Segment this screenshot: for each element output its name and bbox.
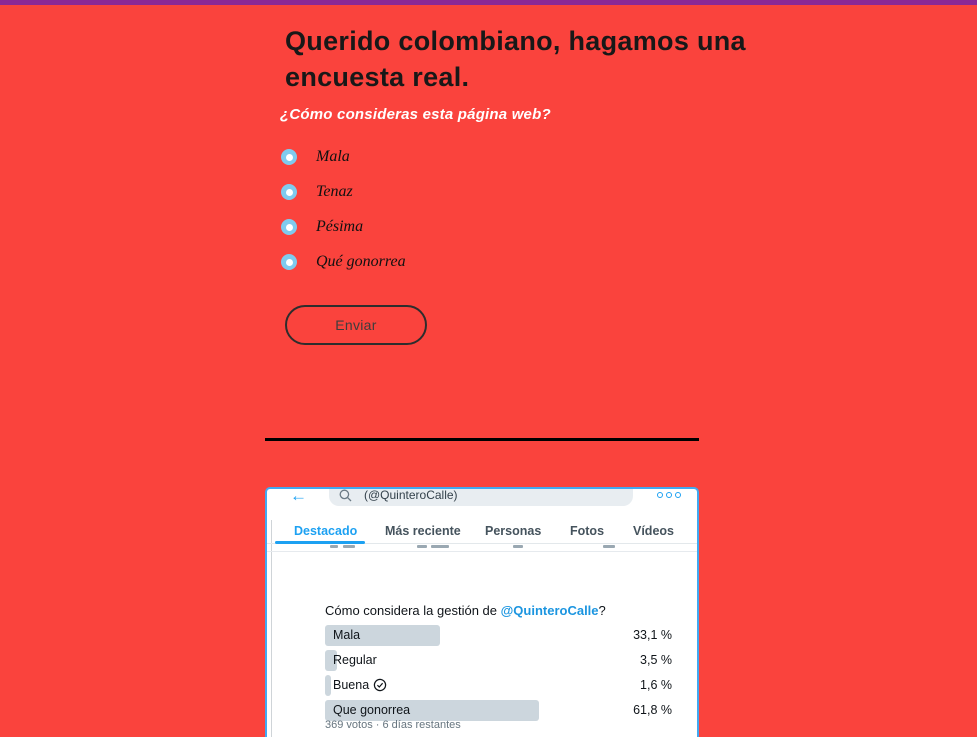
radio-option-pesima[interactable]: Pésima — [281, 218, 363, 236]
tab-videos: Vídeos — [633, 524, 674, 538]
poll-option-text: Buena — [333, 678, 370, 692]
like-icon — [513, 545, 523, 548]
survey-question: ¿Cómo consideras esta página web? — [280, 106, 551, 123]
twitter-screenshot-embed: ← (@QuinteroCalle) Destacado Más recient… — [265, 487, 699, 737]
poll-option-label: Buena — [333, 678, 387, 692]
radio-option-mala[interactable]: Mala — [281, 148, 350, 166]
radio-icon[interactable] — [281, 219, 297, 235]
submit-button[interactable]: Enviar — [285, 305, 427, 345]
poll-row-buena: Buena 1,6 % — [325, 675, 672, 696]
reply-icon — [330, 545, 338, 548]
clipped-tweet-actions — [267, 545, 691, 549]
retweet-icon — [417, 545, 427, 548]
poll-option-label: Mala — [333, 628, 361, 642]
poll-row-mala: Mala 33,1 % — [325, 625, 672, 646]
section-divider — [265, 438, 699, 441]
active-tab-underline — [275, 541, 365, 544]
poll-bar — [325, 700, 540, 721]
radio-label[interactable]: Mala — [316, 148, 350, 165]
tab-mas-reciente: Más reciente — [385, 524, 461, 538]
poll-results: Mala 33,1 % Regular 3,5 % Buena 1,6 % Qu… — [325, 625, 672, 725]
poll-option-percent: 33,1 % — [633, 628, 672, 642]
screenshot-edge-line — [271, 520, 272, 737]
radio-label[interactable]: Tenaz — [316, 183, 353, 200]
poll-question: Cómo considera la gestión de @QuinteroCa… — [325, 603, 606, 618]
search-icon — [339, 489, 352, 507]
voted-check-icon — [373, 678, 387, 692]
poll-question-mark: ? — [598, 603, 606, 618]
poll-question-handle: @QuinteroCalle — [500, 603, 599, 618]
search-value: (@QuinteroCalle) — [364, 488, 458, 502]
radio-option-que-gonorrea[interactable]: Qué gonorrea — [281, 253, 406, 271]
radio-icon[interactable] — [281, 254, 297, 270]
radio-icon[interactable] — [281, 184, 297, 200]
poll-footer: 369 votos · 6 días restantes — [325, 719, 461, 731]
poll-question-text: Cómo considera la gestión de — [325, 603, 501, 618]
tab-personas: Personas — [485, 524, 542, 538]
radio-option-tenaz[interactable]: Tenaz — [281, 183, 353, 201]
search-input: (@QuinteroCalle) — [329, 488, 633, 507]
poll-bar — [325, 625, 440, 646]
poll-option-label: Regular — [333, 653, 377, 667]
poll-bar — [325, 650, 338, 671]
reply-count — [343, 545, 355, 548]
page-title: Querido colombiano, hagamos una encuesta… — [285, 26, 746, 93]
poll-row-regular: Regular 3,5 % — [325, 650, 672, 671]
poll-option-label: Que gonorrea — [333, 703, 411, 717]
tab-destacado: Destacado — [294, 524, 358, 538]
poll-option-percent: 3,5 % — [640, 653, 672, 667]
poll-option-percent: 1,6 % — [640, 678, 672, 692]
tweet-divider-line — [267, 551, 697, 552]
top-accent-bar — [0, 0, 977, 5]
radio-label[interactable]: Pésima — [316, 218, 364, 235]
retweet-count — [431, 545, 449, 548]
more-options-icon — [657, 492, 681, 498]
share-icon — [603, 545, 615, 548]
poll-bar — [325, 675, 331, 696]
poll-option-percent: 61,8 % — [633, 703, 672, 717]
back-arrow-icon: ← — [290, 487, 307, 505]
tab-fotos: Fotos — [570, 524, 605, 538]
search-tabs: Destacado Más reciente Personas Fotos Ví… — [267, 520, 697, 544]
radio-label[interactable]: Qué gonorrea — [316, 253, 406, 270]
poll-row-que-gonorrea: Que gonorrea 61,8 % — [325, 700, 672, 721]
radio-icon[interactable] — [281, 149, 297, 165]
